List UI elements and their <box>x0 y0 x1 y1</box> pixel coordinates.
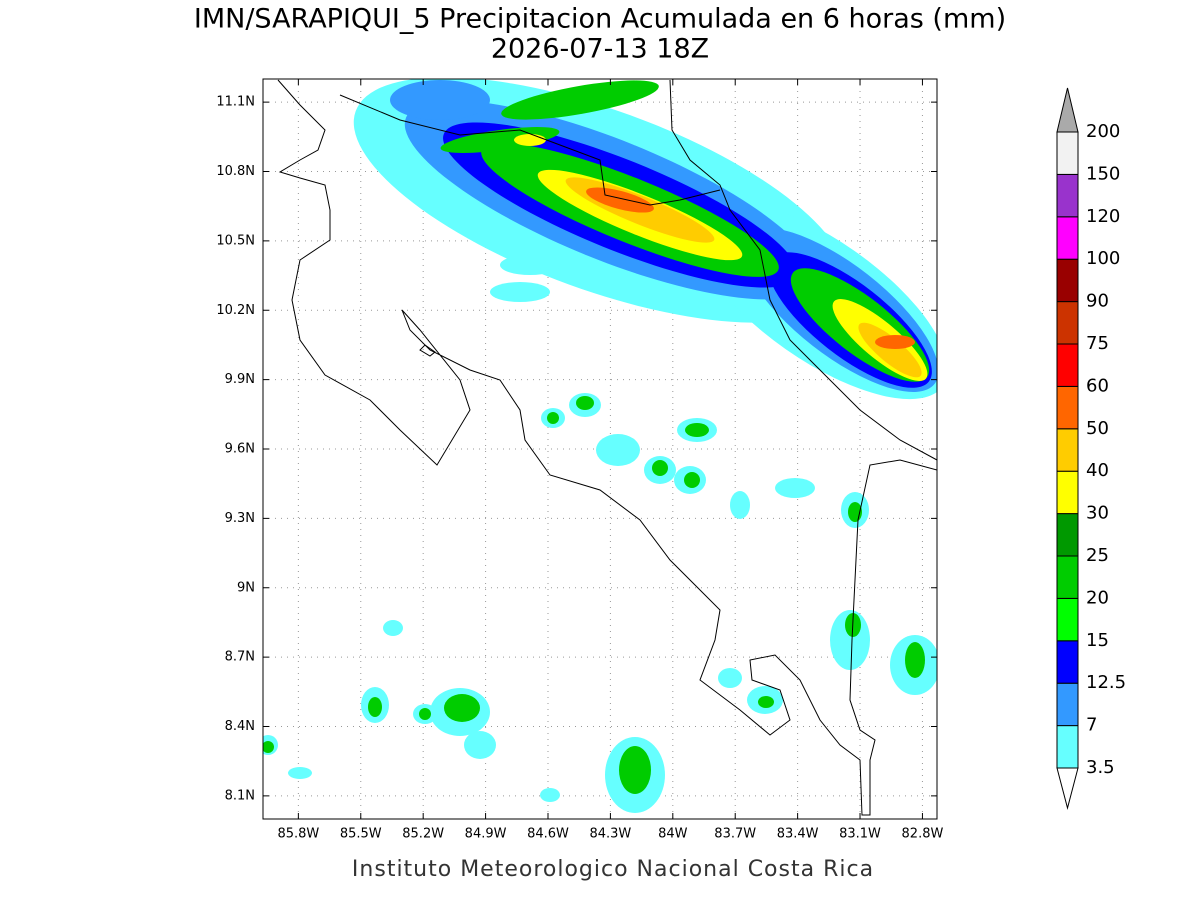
colorbar-bin <box>1056 470 1079 515</box>
lon-label: 85.2W <box>402 827 444 842</box>
colorbar-bin <box>1056 301 1079 345</box>
colorbar-label: 150 <box>1086 163 1120 184</box>
title: IMN/SARAPIQUI_5 Precipitacion Acumulada … <box>194 4 1006 35</box>
lon-label: 82.8W <box>902 827 944 842</box>
colorbar-label: 200 <box>1086 121 1120 142</box>
colorbar-label: 20 <box>1086 587 1109 608</box>
lon-label: 85.8W <box>277 827 319 842</box>
subtitle: 2026-07-13 18Z <box>491 34 709 65</box>
colorbar-bin <box>1056 216 1079 260</box>
colorbar-label: 60 <box>1086 375 1109 396</box>
lat-label: 9.6N <box>225 442 255 457</box>
lat-label: 8.4N <box>225 719 255 734</box>
lat-label: 8.7N <box>225 650 255 665</box>
lat-label: 10.2N <box>216 303 255 318</box>
lat-label: 9N <box>237 580 255 595</box>
colorbar-under <box>1056 767 1079 810</box>
lon-label: 83.4W <box>777 827 819 842</box>
colorbar-bin <box>1056 597 1079 642</box>
colorbar-label: 40 <box>1086 460 1109 481</box>
lon-label: 83.1W <box>839 827 881 842</box>
colorbar-bin <box>1056 343 1079 387</box>
lon-label: 84.9W <box>465 827 507 842</box>
lat-label: 9.3N <box>225 511 255 526</box>
lon-label: 84.6W <box>527 827 569 842</box>
colorbar-label: 90 <box>1086 291 1109 312</box>
colorbar-over <box>1056 87 1079 133</box>
colorbar-label: 7 <box>1086 715 1097 736</box>
colorbar-label: 12.5 <box>1086 672 1126 693</box>
lat-label: 10.5N <box>216 233 255 248</box>
colorbar-bin <box>1056 173 1079 218</box>
colorbar-label: 50 <box>1086 418 1109 439</box>
colorbar: 3.5 7 12.5 15 20 25 30 40 50 60 75 90 100 120 150 200 <box>1056 87 1126 810</box>
lon-label: 84W <box>658 827 688 842</box>
coastline <box>277 79 937 816</box>
colorbar-bin <box>1056 640 1079 684</box>
colorbar-label: 15 <box>1086 630 1109 651</box>
colorbar-label: 75 <box>1086 333 1109 354</box>
lat-label: 8.1N <box>225 788 255 803</box>
colorbar-bin <box>1056 385 1079 430</box>
colorbar-bin <box>1056 682 1079 727</box>
footer: Instituto Meteorologico Nacional Costa R… <box>352 857 874 882</box>
lat-label: 10.8N <box>216 164 255 179</box>
colorbar-label: 100 <box>1086 248 1120 269</box>
lon-label: 85.5W <box>340 827 382 842</box>
colorbar-label: 25 <box>1086 545 1109 566</box>
colorbar-bin <box>1056 131 1079 175</box>
lat-label: 9.9N <box>225 372 255 387</box>
colorbar-bin <box>1056 258 1079 303</box>
precip-field <box>263 79 937 813</box>
colorbar-bin <box>1056 555 1079 599</box>
colorbar-label: 3.5 <box>1086 757 1115 778</box>
lon-label: 84.3W <box>589 827 631 842</box>
lon-label: 83.7W <box>714 827 756 842</box>
colorbar-bin <box>1056 428 1079 472</box>
colorbar-bin <box>1056 513 1079 557</box>
colorbar-bin <box>1056 725 1079 769</box>
lat-label: 11.1N <box>216 95 255 110</box>
colorbar-label: 30 <box>1086 503 1109 524</box>
colorbar-label: 120 <box>1086 206 1120 227</box>
